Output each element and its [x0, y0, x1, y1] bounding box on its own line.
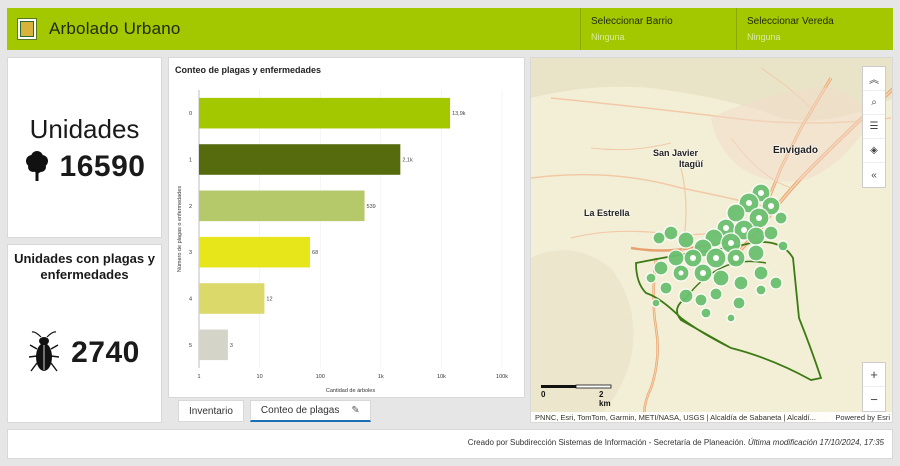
- unidades-card: Unidades 16590: [7, 57, 162, 238]
- layers-icon[interactable]: ◈: [863, 139, 885, 163]
- tree-icon: [25, 151, 48, 181]
- app-logo: [17, 18, 37, 40]
- chart-title: Conteo de plagas y enfermedades: [175, 65, 322, 75]
- footer-credit: Creado por Subdirección Sistemas de Info…: [467, 438, 746, 447]
- plagas-value: 2740: [71, 336, 140, 369]
- tab-inventario[interactable]: Inventario: [178, 400, 244, 422]
- tree-markers: [645, 183, 789, 323]
- map-label-envigado: Envigado: [773, 145, 819, 156]
- bar-4[interactable]: [199, 283, 265, 314]
- bar-2[interactable]: [199, 190, 365, 222]
- bar-0[interactable]: [199, 97, 451, 129]
- app-title: Arbolado Urbano: [49, 19, 181, 38]
- attribution-text: PNNC, Esri, TomTom, Garmin, METI/NASA, U…: [535, 413, 816, 422]
- scale-zero: 0: [541, 390, 546, 399]
- app-header: Arbolado Urbano Seleccionar Barrio Ningu…: [7, 8, 893, 50]
- bar-value-label: 13,9k: [452, 111, 466, 117]
- y-tick-label: 1: [189, 158, 192, 164]
- y-axis-title: Número de plagas o enfermedades: [177, 186, 183, 272]
- x-tick-label: 100: [316, 374, 325, 380]
- cockroach-icon: [29, 331, 60, 372]
- bar-value-label: 3: [230, 343, 233, 349]
- x-tick-label: 10: [257, 374, 263, 380]
- chevrons-left-icon[interactable]: «: [871, 169, 877, 181]
- barrio-selector-value: Ninguna: [591, 32, 625, 42]
- x-tick-label: 100k: [496, 374, 508, 380]
- map-label-itagui: Itagüí: [679, 159, 703, 169]
- plagas-bar-chart: 1 10 100 1k 10k 100k 0 13,9k 1 2,1k 2 539 3 68 4 12 5 3 Ca…: [177, 90, 508, 394]
- footer-text: Creado por Subdirección Sistemas de Info…: [468, 438, 884, 447]
- tab-conteo-plagas-label: Conteo de plagas: [260, 405, 340, 416]
- y-tick-label: 5: [189, 343, 192, 349]
- footer: Creado por Subdirección Sistemas de Info…: [7, 429, 893, 459]
- bar-value-label: 539: [367, 204, 376, 210]
- x-tick-label: 1k: [378, 374, 384, 380]
- bar-value-label: 68: [312, 250, 318, 256]
- chart-tabs: Inventario Conteo de plagas ✎: [178, 400, 377, 422]
- x-tick-label: 1: [197, 374, 200, 380]
- unidades-value: 16590: [59, 150, 146, 183]
- bar-3[interactable]: [199, 236, 311, 268]
- x-tick-label: 10k: [437, 374, 446, 380]
- pencil-icon[interactable]: ✎: [351, 405, 360, 416]
- scale-bar: 0 2 km: [539, 384, 614, 408]
- plagas-chart-card: Conteo de plagas y enfermedades 1 10 100 1k…: [168, 57, 525, 398]
- unidades-label: Unidades: [29, 114, 140, 144]
- collapse-icon[interactable]: ︽: [863, 67, 885, 91]
- map-toolbar: ︽ ⌕ ☰ ◈ «: [862, 66, 886, 188]
- powered-by-esri[interactable]: Powered by Esri: [831, 413, 890, 422]
- x-axis-title: Cantidad de árboles: [326, 388, 375, 394]
- plagas-card: Unidades con plagas y enfermedades 2740: [7, 244, 162, 423]
- bar-1[interactable]: [199, 144, 401, 175]
- barrio-selector[interactable]: Seleccionar Barrio Ninguna: [580, 8, 736, 50]
- map-label-san-javier: San Javier: [653, 148, 699, 158]
- bar-5[interactable]: [199, 329, 228, 361]
- scale-distance: 2 km: [599, 390, 611, 408]
- tab-conteo-plagas[interactable]: Conteo de plagas ✎: [249, 400, 371, 422]
- y-tick-label: 2: [189, 204, 192, 210]
- y-tick-label: 4: [189, 297, 192, 303]
- plagas-label: Unidades con plagas y enfermedades: [14, 251, 155, 282]
- barrio-selector-label: Seleccionar Barrio: [591, 16, 673, 27]
- legend-icon[interactable]: ☰: [863, 115, 885, 139]
- map-attribution: PNNC, Esri, TomTom, Garmin, METI/NASA, U…: [531, 412, 892, 422]
- zoom-out-button[interactable]: −: [870, 391, 878, 407]
- vereda-selector[interactable]: Seleccionar Vereda Ninguna: [736, 8, 893, 50]
- tree-marker-symbols: [678, 190, 774, 276]
- search-icon[interactable]: ⌕: [863, 91, 885, 115]
- zoom-in-button[interactable]: +: [863, 363, 885, 387]
- map-view[interactable]: San Javier Itagüí Envigado La Estrella ︽…: [530, 57, 893, 423]
- y-tick-label: 3: [189, 250, 192, 256]
- map-label-la-estrella: La Estrella: [584, 208, 630, 218]
- basemap: [531, 58, 892, 422]
- vereda-selector-label: Seleccionar Vereda: [747, 16, 834, 27]
- tab-inventario-label: Inventario: [189, 405, 233, 417]
- vereda-selector-value: Ninguna: [747, 32, 781, 42]
- bar-value-label: 12: [266, 297, 272, 303]
- y-tick-label: 0: [189, 111, 192, 117]
- bar-value-label: 2,1k: [402, 158, 413, 164]
- footer-modified: Última modificación 17/10/2024, 17:35: [747, 438, 884, 447]
- zoom-controls: + −: [862, 362, 886, 412]
